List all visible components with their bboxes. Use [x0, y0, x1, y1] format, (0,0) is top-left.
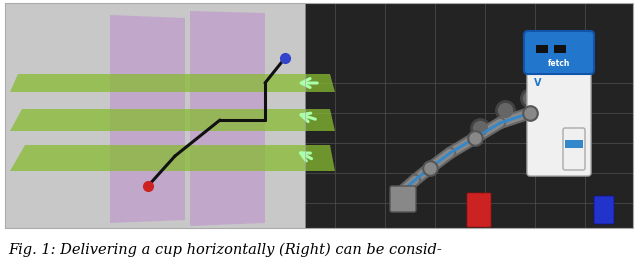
- Bar: [5, 3, 305, 228]
- Bar: [305, 3, 633, 228]
- Bar: [5, 3, 633, 228]
- Polygon shape: [10, 145, 335, 171]
- FancyBboxPatch shape: [594, 196, 614, 224]
- Bar: [554, 45, 566, 53]
- FancyBboxPatch shape: [563, 128, 585, 170]
- Text: fetch: fetch: [548, 58, 570, 68]
- Polygon shape: [10, 74, 335, 92]
- FancyBboxPatch shape: [524, 31, 594, 74]
- FancyBboxPatch shape: [467, 193, 491, 227]
- Text: V: V: [534, 78, 541, 88]
- FancyBboxPatch shape: [390, 186, 416, 212]
- Text: Fig. 1: Delivering a cup horizontally (Right) can be consid-: Fig. 1: Delivering a cup horizontally (R…: [8, 243, 442, 257]
- Bar: [565, 140, 583, 148]
- Bar: [536, 45, 548, 53]
- Polygon shape: [110, 15, 185, 223]
- FancyBboxPatch shape: [527, 65, 591, 176]
- Polygon shape: [190, 11, 265, 226]
- Polygon shape: [10, 109, 335, 131]
